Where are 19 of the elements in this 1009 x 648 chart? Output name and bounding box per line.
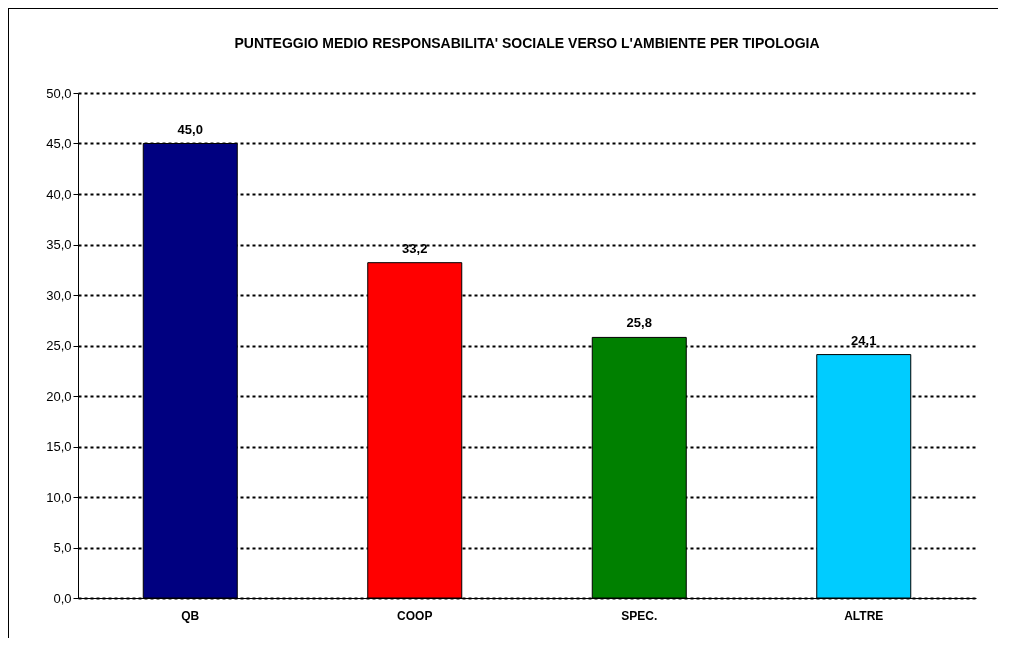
x-tick-label: COOP [397,608,433,623]
y-tick-label: 35,0 [46,237,72,252]
y-tick-label: 10,0 [46,489,72,505]
y-tick-label: 25,0 [46,338,72,353]
y-tick-label: 40,0 [46,186,72,202]
chart-title: PUNTEGGIO MEDIO RESPONSABILITA' SOCIALE VERSO L'AMBIENTE PER TIPOLOGIA [234,35,820,51]
x-tick-label: SPEC. [621,608,658,623]
data-label: 24,1 [851,332,877,348]
data-label: 45,0 [177,121,203,137]
data-label: 25,8 [626,315,652,331]
y-tick-label: 0,0 [53,590,72,606]
y-tick-label: 15,0 [46,439,72,454]
y-tick-label: 50,0 [46,85,72,101]
x-tick-label: ALTRE [844,608,884,623]
y-tick-label: 20,0 [46,388,72,404]
x-tick-label: QB [181,608,200,623]
y-tick-label: 30,0 [46,287,72,303]
y-tick-label: 5,0 [53,540,72,555]
y-tick-label: 45,0 [46,136,72,151]
